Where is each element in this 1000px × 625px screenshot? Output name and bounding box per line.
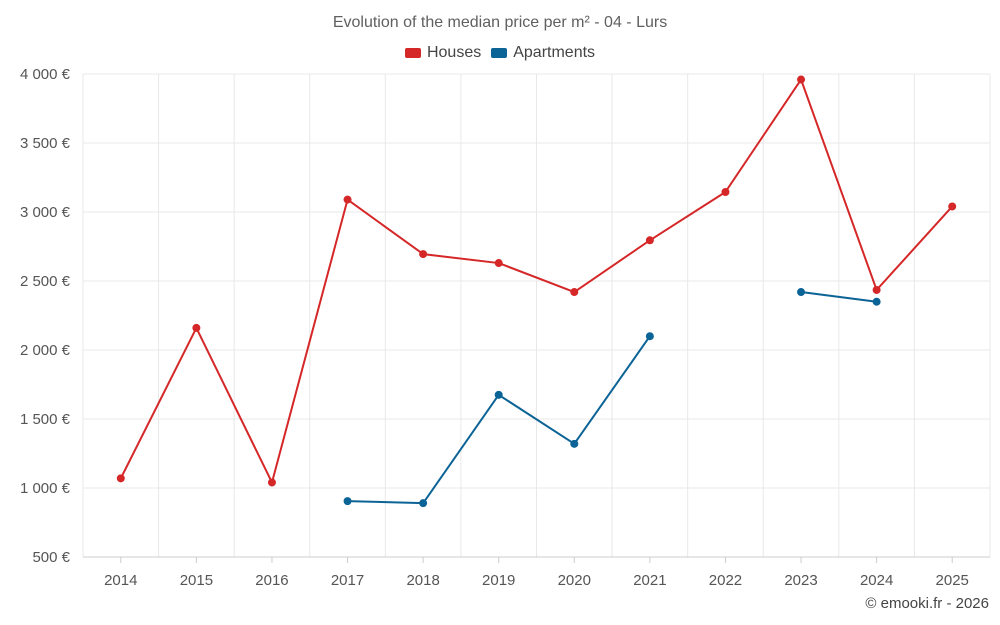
data-point-houses[interactable] xyxy=(343,195,352,204)
series-line-apartments xyxy=(497,393,576,445)
data-point-houses[interactable] xyxy=(419,250,428,259)
x-tick-label: 2019 xyxy=(482,572,515,589)
x-tick-label: 2014 xyxy=(104,572,137,589)
series-line-houses xyxy=(195,326,273,484)
credit-text: © emooki.fr - 2026 xyxy=(865,595,989,612)
series-line-houses xyxy=(800,78,878,291)
legend: Houses Apartments xyxy=(0,44,1000,62)
legend-swatch-apartments xyxy=(491,48,508,58)
series-line-houses xyxy=(270,198,349,484)
y-tick-label: 4 000 € xyxy=(20,66,71,83)
legend-label-apartments: Apartments xyxy=(513,44,596,61)
x-tick-label: 2018 xyxy=(406,572,439,589)
series-line-houses xyxy=(346,198,425,256)
data-point-houses[interactable] xyxy=(192,323,201,332)
y-tick-label: 1 000 € xyxy=(20,480,71,497)
series-line-houses xyxy=(573,239,651,294)
series-line-apartments xyxy=(573,335,651,445)
data-point-apartments[interactable] xyxy=(494,390,503,399)
data-point-houses[interactable] xyxy=(797,75,806,84)
data-point-houses[interactable] xyxy=(645,236,654,245)
data-point-houses[interactable] xyxy=(267,478,276,487)
series-line-apartments xyxy=(800,291,878,303)
series-line-houses xyxy=(119,326,198,480)
series-line-houses xyxy=(648,190,727,242)
series-line-apartments xyxy=(346,500,425,505)
data-point-houses[interactable] xyxy=(948,202,957,211)
y-tick-label: 2 000 € xyxy=(20,342,71,359)
data-point-apartments[interactable] xyxy=(797,288,806,297)
data-point-houses[interactable] xyxy=(872,285,881,294)
data-point-apartments[interactable] xyxy=(645,332,654,341)
chart-title: Evolution of the median price per m² - 0… xyxy=(332,14,668,31)
data-point-apartments[interactable] xyxy=(343,497,352,506)
x-tick-label: 2023 xyxy=(784,572,817,589)
data-point-apartments[interactable] xyxy=(570,439,579,448)
series-line-houses xyxy=(497,262,576,294)
legend-swatch-houses xyxy=(404,48,421,58)
legend-item-houses[interactable]: Houses xyxy=(404,44,482,62)
x-tick-label: 2025 xyxy=(936,572,969,589)
x-tick-label: 2020 xyxy=(558,572,591,589)
x-tick-label: 2015 xyxy=(180,572,213,589)
series-line-apartments xyxy=(422,393,500,505)
x-tick-label: 2016 xyxy=(255,572,288,589)
data-point-apartments[interactable] xyxy=(419,499,428,508)
x-tick-label: 2022 xyxy=(709,572,742,589)
y-tick-label: 1 500 € xyxy=(20,411,71,428)
legend-item-apartments[interactable]: Apartments xyxy=(491,44,595,62)
x-tick-label: 2021 xyxy=(633,572,666,589)
data-point-houses[interactable] xyxy=(494,259,503,268)
data-point-houses[interactable] xyxy=(570,288,579,297)
y-tick-label: 3 000 € xyxy=(20,204,71,221)
y-tick-label: 2 500 € xyxy=(20,273,71,290)
data-point-houses[interactable] xyxy=(116,474,125,483)
y-tick-label: 3 500 € xyxy=(20,135,71,152)
series-line-houses xyxy=(875,205,954,291)
x-tick-label: 2024 xyxy=(860,572,893,589)
series-line-houses xyxy=(422,253,500,265)
series-line-houses xyxy=(724,78,803,193)
data-point-apartments[interactable] xyxy=(872,297,881,306)
y-tick-label: 500 € xyxy=(32,549,70,566)
x-tick-label: 2017 xyxy=(331,572,364,589)
legend-label-houses: Houses xyxy=(426,44,482,61)
data-point-houses[interactable] xyxy=(721,187,730,196)
